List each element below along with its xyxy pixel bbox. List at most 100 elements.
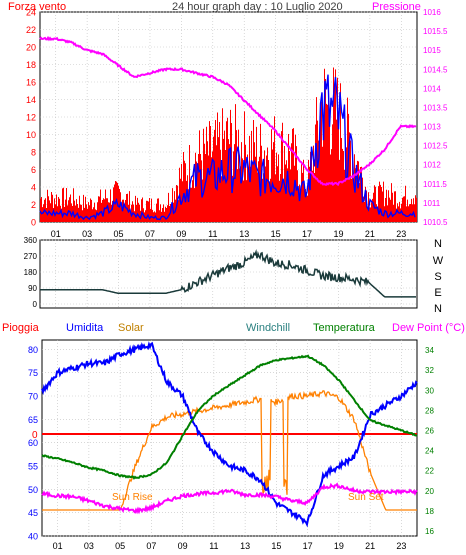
wind-direction-axis: 0 90 180 270 360 <box>24 236 38 309</box>
temperature-tick-label: 20 <box>425 487 434 496</box>
temperature-tick-label: 22 <box>425 467 434 476</box>
x-tick-label: 17 <box>303 541 313 551</box>
compass-label: N <box>434 303 442 315</box>
pressure-tick-label: 1016 <box>423 8 441 17</box>
temperature-tick-label: 32 <box>425 366 434 375</box>
x-tick-label: 03 <box>84 541 94 551</box>
wind-pressure-series <box>39 35 417 222</box>
pressure-tick-label: 1011.5 <box>423 180 447 189</box>
humidity-tick-label: 45 <box>28 508 38 518</box>
direction-tick-label: 90 <box>28 284 37 293</box>
compass-label: W <box>433 255 444 267</box>
humidity-tick-label: 65 <box>28 415 38 425</box>
dewpoint-series <box>41 482 418 515</box>
wind-axis-title: Forza vento <box>8 1 66 13</box>
humidity-tick-label: 70 <box>28 392 38 402</box>
temp-humidity-grid <box>42 340 417 537</box>
pressure-tick-label: 1014 <box>423 84 441 93</box>
x-tick-label: 13 <box>239 229 249 239</box>
solar-series <box>42 390 417 511</box>
x-tick-label: 09 <box>176 229 186 239</box>
x-tick-label: 15 <box>271 541 281 551</box>
x-tick-label: 09 <box>178 541 188 551</box>
x-tick-label: 17 <box>302 229 312 239</box>
x-tick-label: 03 <box>82 229 92 239</box>
wind-tick-label: 20 <box>26 43 36 53</box>
temp-x-axis: 01 03 05 07 09 11 13 15 17 19 21 23 <box>53 541 407 551</box>
wind-direction-plot-area <box>39 239 418 309</box>
x-tick-label: 11 <box>208 229 217 239</box>
humidity-tick-label: 50 <box>28 485 38 495</box>
x-tick-label: 21 <box>365 229 375 239</box>
humidity-tick-label: 40 <box>28 532 38 542</box>
temperature-tick-label: 34 <box>425 346 434 355</box>
dewpoint-label: Dew Point (°C) <box>392 322 465 334</box>
x-tick-label: 19 <box>334 541 344 551</box>
temperature-tick-label: 16 <box>425 527 434 536</box>
wind-tick-label: 16 <box>26 78 36 88</box>
compass-label: E <box>434 287 441 299</box>
pressure-axis-title: Pressione <box>372 1 421 13</box>
x-tick-label: 19 <box>333 229 343 239</box>
pressure-tick-label: 1015 <box>423 46 441 55</box>
wind-tick-label: 14 <box>26 95 36 105</box>
wind-tick-label: 24 <box>26 8 36 18</box>
pressure-tick-label: 1012 <box>423 161 441 170</box>
x-tick-label: 23 <box>396 229 406 239</box>
rain-value-label: 0 <box>32 430 38 441</box>
wind-tick-label: 18 <box>26 60 36 70</box>
humidity-tick-label: 75 <box>28 368 38 378</box>
rain-label: Pioggia <box>2 322 40 334</box>
x-tick-label: 07 <box>145 229 155 239</box>
temperature-label: Temperatura <box>313 322 376 334</box>
direction-tick-label: 360 <box>24 236 38 245</box>
humidity-tick-label: 60 <box>28 438 38 448</box>
wind-tick-label: 8 <box>31 148 36 158</box>
temperature-axis: 16 18 20 22 24 26 28 30 32 34 <box>425 346 434 536</box>
temperature-tick-label: 26 <box>425 426 434 435</box>
x-tick-label: 11 <box>209 541 218 551</box>
direction-tick-label: 0 <box>33 300 38 309</box>
wind-tick-label: 10 <box>26 130 36 140</box>
x-tick-label: 01 <box>53 541 63 551</box>
direction-tick-label: 180 <box>24 268 38 277</box>
temperature-tick-label: 18 <box>425 507 434 516</box>
humidity-series <box>41 341 418 528</box>
x-tick-label: 15 <box>271 229 281 239</box>
wind-average-series <box>39 74 416 221</box>
wind-x-axis: 01 03 05 07 09 11 13 15 17 19 21 23 <box>51 229 407 239</box>
humidity-label: Umidita <box>66 322 104 334</box>
wind-tick-label: 0 <box>31 218 36 228</box>
x-tick-label: 05 <box>114 229 124 239</box>
humidity-axis: 40 45 50 55 60 65 70 75 80 <box>28 345 38 542</box>
pressure-tick-label: 1013.5 <box>423 103 448 112</box>
x-tick-label: 05 <box>115 541 125 551</box>
humidity-tick-label: 80 <box>28 345 38 355</box>
temperature-series <box>41 354 418 480</box>
pressure-series <box>39 35 417 187</box>
pressure-tick-label: 1014.5 <box>423 65 448 74</box>
pressure-axis: 1010.5 1011 1011.5 1012 1012.5 1013 1013.5 1014… <box>423 8 448 227</box>
wind-tick-label: 2 <box>31 200 36 210</box>
solar-label: Solar <box>118 322 144 334</box>
pressure-tick-label: 1011 <box>423 199 441 208</box>
windchill-label: Windchill <box>246 322 290 334</box>
x-tick-label: 23 <box>396 541 406 551</box>
x-tick-label: 13 <box>240 541 250 551</box>
wind-tick-label: 22 <box>26 25 36 35</box>
x-tick-label: 07 <box>146 541 156 551</box>
pressure-tick-label: 1010.5 <box>423 218 448 227</box>
x-tick-label: 01 <box>51 229 61 239</box>
temperature-tick-label: 30 <box>425 386 434 395</box>
wind-direction-series <box>40 248 416 298</box>
x-tick-label: 21 <box>365 541 375 551</box>
wind-tick-label: 4 <box>31 183 36 193</box>
wind-direction-series <box>40 248 416 298</box>
humidity-tick-label: 55 <box>28 462 38 472</box>
sunset-label: Sun Set <box>348 492 384 503</box>
